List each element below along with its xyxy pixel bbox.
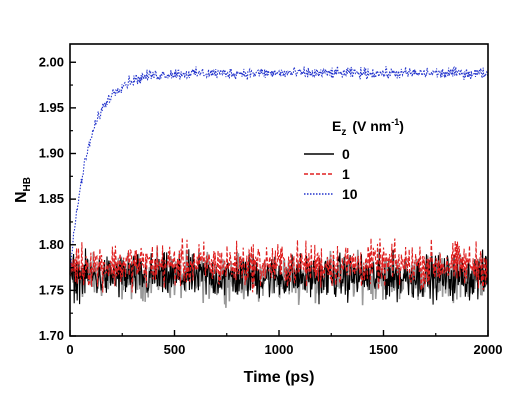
y-axis: 1.70 1.75 1.80 1.85 1.90 1.95 2.00 [39,54,76,343]
y-tick-label: 1.95 [39,100,64,115]
legend-title-close: ) [399,118,404,134]
x-tick-label: 1500 [369,342,398,357]
y-tick-label: 1.80 [39,237,64,252]
y-tick-label: 2.00 [39,54,64,69]
y-axis-title: NHB [13,177,33,203]
series-line-1 [69,237,489,293]
x-tick-label: 0 [66,342,73,357]
series-line-10 [69,65,489,270]
x-axis-title: Time (ps) [244,369,315,386]
legend-label-0: 0 [342,146,350,162]
legend-title-main: E [332,118,341,134]
y-axis-title-main: N [13,191,30,203]
y-tick-label: 1.85 [39,191,64,206]
legend-title-units: (V nm [352,118,391,134]
legend-title: Ez (V nm-1) [332,117,404,138]
x-tick-label: 2000 [474,342,503,357]
legend-title-sub: z [341,127,346,138]
series-line-0 [69,248,489,305]
legend-items: 0 1 10 [304,146,358,202]
y-tick-label: 1.70 [39,328,64,343]
legend-label-10: 10 [342,186,358,202]
legend-title-exp: -1 [391,117,399,127]
y-tick-label: 1.90 [39,146,64,161]
y-axis-title-sub: HB [22,177,33,191]
svg-text:NHB: NHB [13,177,33,203]
x-tick-label: 500 [164,342,186,357]
x-axis: 0 500 1000 1500 2000 [66,330,502,357]
legend: Ez (V nm-1) 0 1 10 [304,117,404,202]
legend-label-1: 1 [342,166,350,182]
x-tick-label: 1000 [265,342,294,357]
y-tick-label: 1.75 [39,282,64,297]
series-layer [69,65,489,308]
